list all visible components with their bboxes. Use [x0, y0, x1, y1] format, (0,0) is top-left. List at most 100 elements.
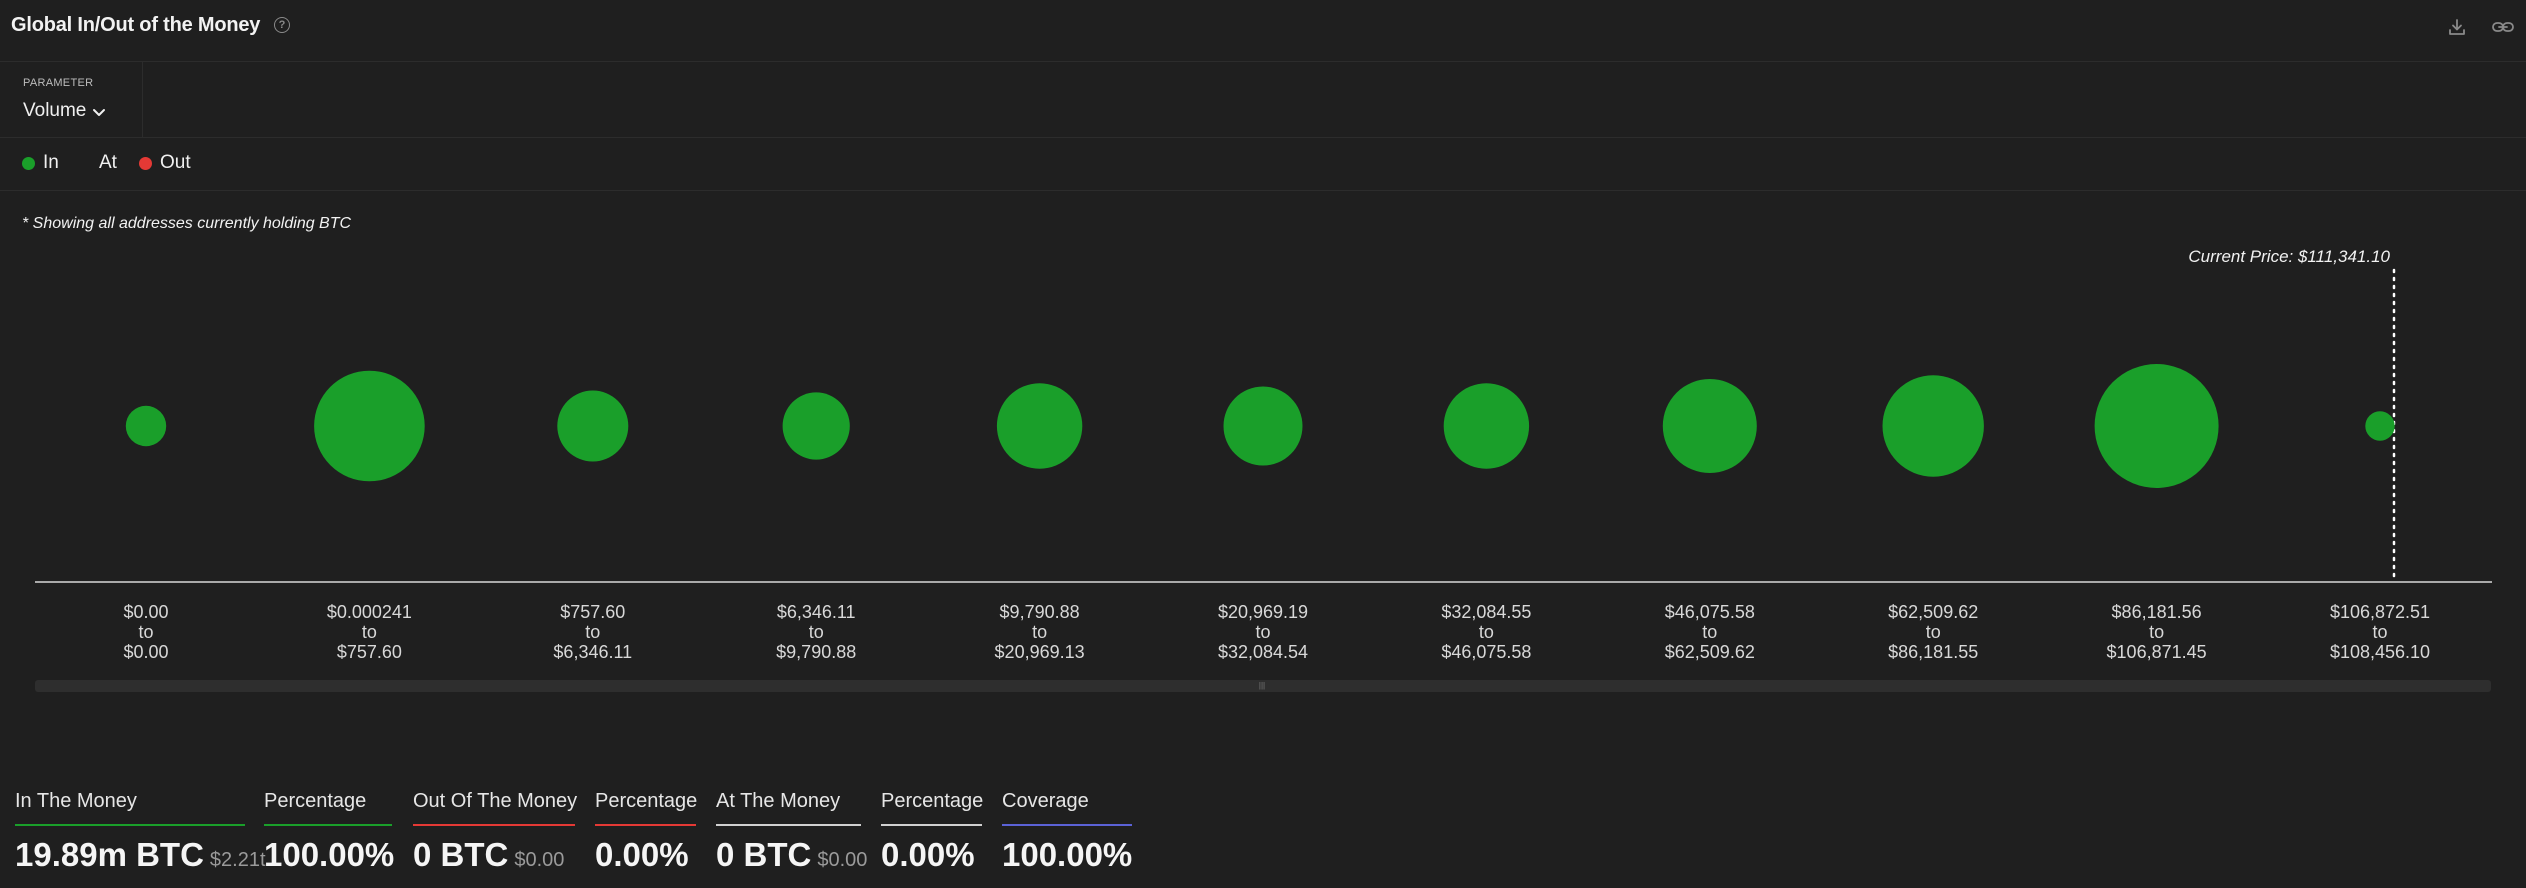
- bubble-10[interactable]: [2365, 411, 2395, 441]
- x-tick-label: $32,084.54: [1218, 642, 1308, 662]
- legend-label-out: Out: [160, 152, 191, 173]
- x-tick-label: to: [2149, 622, 2164, 642]
- help-circle-icon[interactable]: ?: [274, 17, 290, 33]
- legend-item-at[interactable]: At: [99, 152, 117, 174]
- stat-value: 0 BTC $0.00: [716, 836, 867, 874]
- stat-label: Percentage: [595, 790, 697, 826]
- x-tick-label: to: [1926, 622, 1941, 642]
- x-tick-label: to: [2372, 622, 2387, 642]
- bubble-7[interactable]: [1662, 379, 1757, 473]
- x-tick-label: to: [809, 622, 824, 642]
- x-tick-label: $86,181.55: [1888, 642, 1978, 662]
- stat-value: 100.00%: [1002, 836, 1132, 874]
- stat-value-text: 0.00%: [595, 836, 689, 873]
- x-tick-label: $6,346.11: [553, 642, 632, 662]
- chart-note: * Showing all addresses currently holdin…: [22, 215, 352, 232]
- stat-value-text: 100.00%: [264, 836, 395, 873]
- bubble-chart: Current Price: $111,341.10 $0.00to$0.00$…: [35, 247, 2492, 662]
- x-tick-label: $757.60: [560, 602, 625, 622]
- legend-dot-out: [139, 156, 152, 170]
- stat-block: Percentage 0.00%: [595, 790, 697, 874]
- x-tick-label: to: [362, 622, 377, 642]
- x-tick-label: $0.00: [123, 642, 168, 662]
- bubble-9[interactable]: [2094, 364, 2219, 488]
- bubbles-group: [125, 364, 2395, 488]
- stat-value: 19.89m BTC $2.21t: [15, 836, 266, 874]
- x-tick-label: $20,969.19: [1218, 602, 1308, 622]
- stat-block: Out Of The Money 0 BTC $0.00: [413, 790, 577, 874]
- x-tick-label: to: [138, 622, 153, 642]
- bubble-5[interactable]: [1223, 386, 1303, 466]
- stat-label: In The Money: [15, 790, 245, 826]
- stat-value-text: 0 BTC: [413, 836, 509, 873]
- x-tick-label: to: [1479, 622, 1494, 642]
- stat-value-text: 100.00%: [1002, 836, 1133, 873]
- x-tick-label: $86,181.56: [2112, 602, 2202, 622]
- stat-value-text: 0 BTC: [716, 836, 812, 873]
- x-tick-label: $46,075.58: [1441, 642, 1531, 662]
- x-tick-label: $9,790.88: [1000, 602, 1080, 622]
- stat-block: Percentage 100.00%: [264, 790, 394, 874]
- chart-scrollbar[interactable]: |||: [35, 680, 2491, 692]
- scroll-grip-icon[interactable]: |||: [1258, 681, 1266, 690]
- stat-block: At The Money 0 BTC $0.00: [716, 790, 867, 874]
- x-tick-label: $62,509.62: [1888, 602, 1978, 622]
- x-tick-label: $106,872.51: [2330, 602, 2430, 622]
- widget-title: Global In/Out of the Money: [11, 14, 261, 36]
- x-tick-label: $0.000241: [327, 602, 412, 622]
- chevron-down-icon[interactable]: [92, 108, 106, 118]
- download-icon[interactable]: [2446, 16, 2468, 38]
- x-tick-label: $32,084.55: [1441, 602, 1531, 622]
- stat-block: Coverage 100.00%: [1002, 790, 1132, 874]
- stat-block: In The Money 19.89m BTC $2.21t: [15, 790, 266, 874]
- stat-value-text: 0.00%: [881, 836, 975, 873]
- stat-value: 0.00%: [881, 836, 982, 874]
- x-tick-label: $62,509.62: [1665, 642, 1755, 662]
- x-tick-label: $46,075.58: [1665, 602, 1755, 622]
- x-tick-label: $20,969.13: [995, 642, 1085, 662]
- bubble-0[interactable]: [125, 405, 167, 447]
- stat-subvalue: $2.21t: [209, 849, 266, 871]
- stat-label: Percentage: [264, 790, 392, 826]
- stat-label: Percentage: [881, 790, 983, 826]
- x-tick-label: $757.60: [337, 642, 402, 662]
- x-tick-label: to: [1032, 622, 1047, 642]
- bubble-8[interactable]: [1882, 375, 1984, 477]
- widget-header: Global In/Out of the Money ?: [0, 0, 2526, 62]
- stat-label: Out Of The Money: [413, 790, 577, 826]
- stat-subvalue: $0.00: [817, 849, 868, 871]
- legend-item-out[interactable]: Out: [139, 152, 191, 174]
- stat-value-text: 19.89m BTC: [15, 836, 204, 873]
- bubble-3[interactable]: [782, 392, 850, 460]
- parameter-label: PARAMETER: [23, 77, 94, 89]
- link-icon[interactable]: [2491, 16, 2514, 38]
- x-tick-label: to: [1702, 622, 1717, 642]
- parameter-value[interactable]: Volume: [23, 100, 87, 121]
- stat-value: 100.00%: [264, 836, 394, 874]
- x-tick-label: to: [585, 622, 600, 642]
- legend-item-in[interactable]: In: [22, 152, 59, 174]
- legend: In At Out: [0, 138, 2526, 191]
- stat-label: At The Money: [716, 790, 861, 826]
- parameter-row: PARAMETER Volume: [0, 62, 2526, 138]
- stat-value: 0 BTC $0.00: [413, 836, 575, 874]
- x-tick-label: $108,456.10: [2330, 642, 2430, 662]
- bubble-6[interactable]: [1443, 383, 1530, 469]
- x-tick-label: to: [1255, 622, 1270, 642]
- legend-label-at: At: [99, 152, 117, 173]
- bubble-2[interactable]: [557, 390, 629, 462]
- x-tick-labels: $0.00to$0.00$0.000241to$757.60$757.60to$…: [123, 602, 2430, 662]
- stat-value: 0.00%: [595, 836, 696, 874]
- stat-label: Coverage: [1002, 790, 1132, 826]
- stat-subvalue: $0.00: [514, 849, 565, 871]
- legend-dot-in: [22, 156, 35, 170]
- current-price-label: Current Price: $111,341.10: [2188, 247, 2390, 266]
- legend-label-in: In: [43, 152, 59, 173]
- x-tick-label: $9,790.88: [776, 642, 856, 662]
- parameter-selector[interactable]: PARAMETER Volume: [0, 62, 143, 137]
- x-tick-label: $106,871.45: [2107, 642, 2207, 662]
- bubble-1[interactable]: [314, 370, 425, 482]
- bubble-4[interactable]: [996, 383, 1083, 469]
- stat-block: Percentage 0.00%: [881, 790, 983, 874]
- x-tick-label: $0.00: [123, 602, 168, 622]
